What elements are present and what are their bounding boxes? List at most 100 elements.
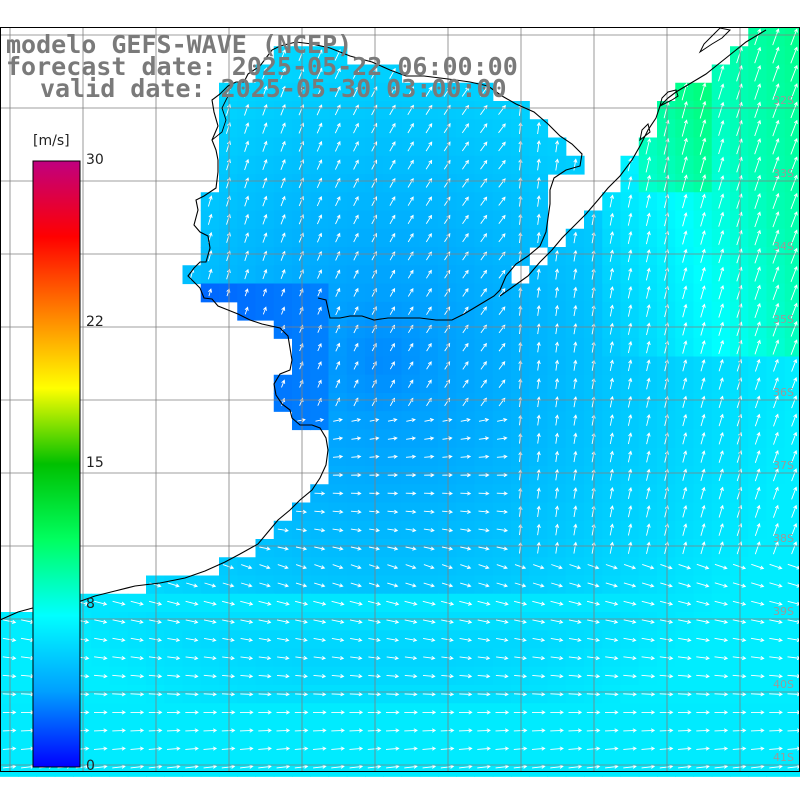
wind-arrow [75, 764, 90, 769]
wind-cell [438, 393, 457, 412]
wind-arrow [772, 28, 780, 46]
wind-arrow [389, 306, 395, 315]
wind-arrow [203, 728, 218, 733]
wind-arrow [536, 176, 541, 189]
wind-arrow [459, 710, 473, 715]
wind-arrow [480, 342, 487, 352]
wind-arrow [478, 509, 490, 514]
wind-cell [784, 192, 800, 212]
wind-arrow [166, 728, 181, 733]
wind-arrow [262, 306, 267, 315]
wind-arrow [609, 450, 614, 463]
wind-arrows [2, 28, 800, 769]
wind-arrow [682, 413, 688, 427]
wind-arrow [462, 251, 469, 261]
wind-arrow [790, 101, 798, 119]
wind-arrow [440, 746, 455, 751]
wind-arrow [754, 377, 761, 390]
wind-arrow [568, 674, 582, 679]
wind-arrow [532, 655, 546, 661]
wind-arrow [660, 582, 673, 588]
wind-arrow [773, 395, 779, 409]
wind-arrow [367, 710, 382, 715]
wind-arrow [441, 674, 454, 679]
wind-arrow [554, 359, 560, 371]
wind-arrow [641, 600, 655, 606]
wind-arrow [682, 230, 688, 245]
wind-arrow [422, 728, 437, 733]
wind-arrow [93, 746, 108, 751]
wind-arrow [478, 528, 490, 533]
wind-arrow [386, 710, 400, 715]
wind-arrow [513, 764, 528, 769]
wind-arrow [422, 674, 436, 679]
wind-arrow [186, 582, 199, 588]
wind-arrow [646, 359, 651, 372]
wind-arrow [659, 637, 674, 643]
wind-arrow [573, 468, 578, 481]
wind-arrow [317, 269, 323, 279]
wind-arrow [167, 674, 181, 679]
wind-arrow [750, 746, 765, 751]
wind-arrow [700, 395, 706, 408]
wind-arrow [714, 674, 729, 679]
wind-arrow [645, 230, 651, 245]
wind-arrow [790, 192, 798, 210]
wind-arrow [645, 249, 651, 263]
wind-arrow [294, 746, 309, 751]
wind-arrow [444, 379, 451, 388]
wind-arrow [573, 231, 578, 244]
wind-arrow [714, 582, 728, 588]
wind-arrow [349, 674, 363, 679]
colorbar-tick-15: 15 [86, 455, 104, 471]
wind-arrow [682, 450, 688, 463]
wind-arrow [609, 286, 614, 299]
wind-arrow [732, 710, 747, 715]
wind-arrow [532, 674, 546, 679]
wind-arrow [422, 764, 437, 769]
wind-arrow [627, 377, 633, 390]
wind-arrow [791, 358, 798, 372]
wind-arrow [587, 656, 601, 661]
wind-arrow [550, 637, 564, 642]
wind-arrow [609, 322, 614, 335]
wind-arrow [424, 472, 435, 478]
wind-arrow [244, 306, 249, 315]
lat-label: 41S [773, 751, 794, 764]
wind-arrow [369, 418, 380, 423]
wind-arrow [532, 619, 546, 624]
wind-arrow [185, 637, 199, 642]
wind-arrow [331, 692, 345, 697]
wind-arrow [2, 710, 17, 715]
wind-arrow [532, 710, 546, 715]
wind-arrow [480, 269, 488, 279]
wind-arrow [371, 196, 377, 207]
wind-arrow [277, 637, 290, 642]
wind-arrow [462, 288, 469, 297]
wind-cell [492, 155, 512, 175]
wind-arrow [787, 656, 800, 661]
wind-arrow [550, 619, 564, 624]
wind-arrow [459, 692, 473, 697]
wind-arrow [754, 28, 762, 46]
wind-cell [474, 228, 494, 248]
wind-arrow [185, 692, 199, 697]
wind-arrow [754, 229, 761, 246]
wind-cell [784, 283, 800, 303]
wind-arrow [536, 213, 541, 225]
wind-arrow [773, 413, 779, 427]
lat-label: 37S [773, 459, 794, 472]
wind-arrow [404, 637, 418, 642]
wind-arrow [682, 321, 688, 336]
wind-arrow [262, 177, 268, 189]
wind-arrow [335, 269, 341, 279]
wind-arrow [718, 321, 725, 336]
wind-arrow [462, 214, 469, 224]
wind-arrow [532, 692, 546, 697]
wind-arrow [314, 491, 326, 496]
wind-arrow [641, 692, 656, 697]
wind-arrow [244, 103, 250, 116]
wind-arrow [791, 431, 798, 445]
wind-arrow [331, 710, 345, 715]
wind-arrow [148, 728, 163, 733]
